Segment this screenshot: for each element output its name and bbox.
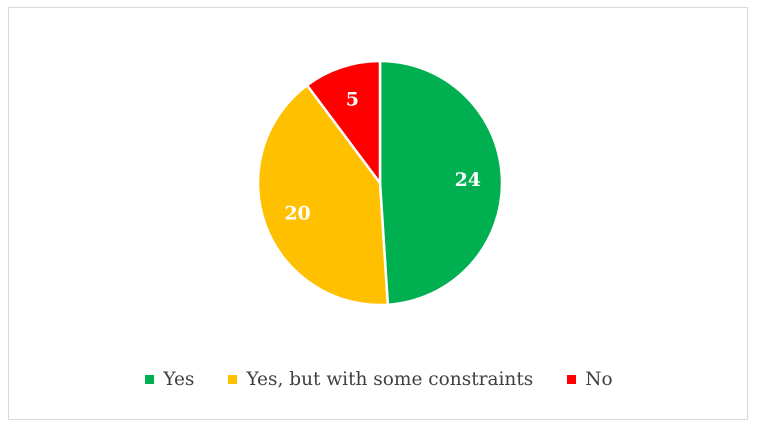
data-label-yes-but-with-some-constraints: 20 bbox=[284, 202, 310, 224]
pie-slice-yes bbox=[378, 59, 504, 306]
legend-label-no: No bbox=[585, 369, 613, 390]
legend-label-yes: Yes bbox=[163, 369, 195, 390]
data-label-no: 5 bbox=[346, 89, 359, 111]
legend-item-yes: Yes bbox=[145, 369, 194, 390]
legend-swatch-yes bbox=[145, 375, 155, 384]
chart-legend: Yes Yes, but with some constraints No bbox=[0, 369, 758, 390]
legend-swatch-yes-with-constraints bbox=[228, 375, 238, 384]
legend-label-yes-with-constraints: Yes, but with some constraints bbox=[246, 369, 534, 390]
data-label-yes: 24 bbox=[455, 169, 481, 191]
legend-item-no: No bbox=[567, 369, 613, 390]
pie-slice-yes-but-with-some-constraints bbox=[256, 83, 390, 307]
legend-item-yes-with-constraints: Yes, but with some constraints bbox=[228, 369, 533, 390]
pie-slice-no bbox=[305, 59, 382, 185]
legend-swatch-no bbox=[567, 375, 577, 384]
